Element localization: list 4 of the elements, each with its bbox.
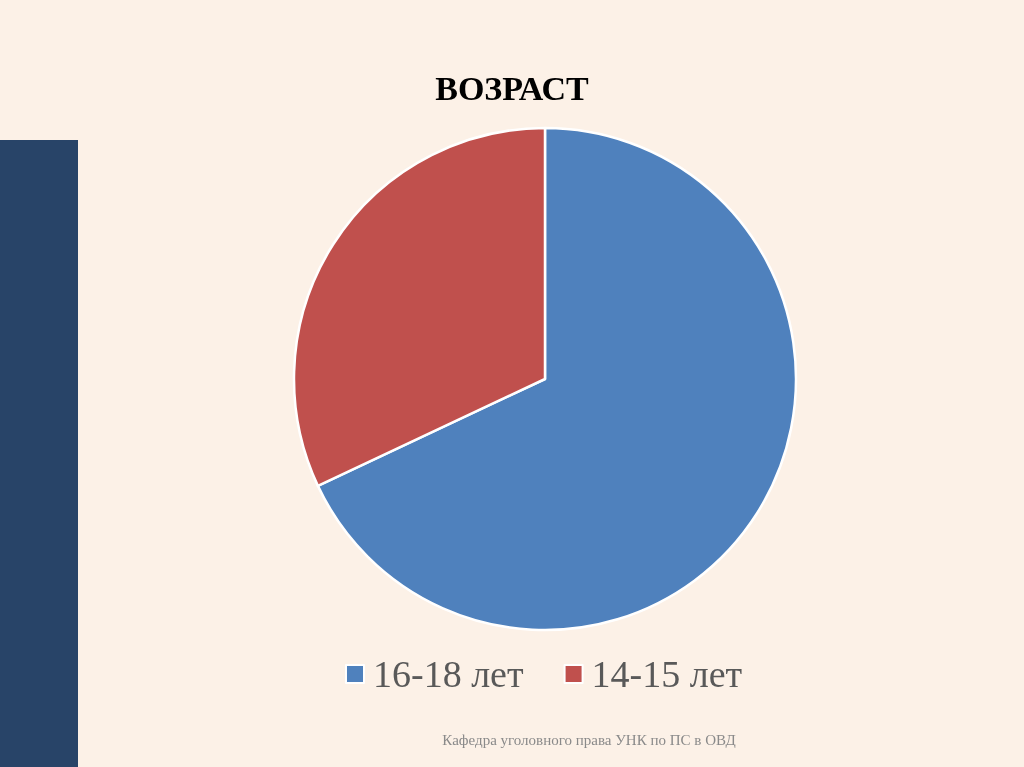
legend-label: 16-18 лет	[373, 653, 524, 695]
chart-title: ВОЗРАСТ	[435, 69, 590, 107]
legend-label: 14-15 лет	[591, 653, 743, 695]
text: Кафедра уголовного права УНК по ПС в ОВД	[442, 731, 736, 748]
